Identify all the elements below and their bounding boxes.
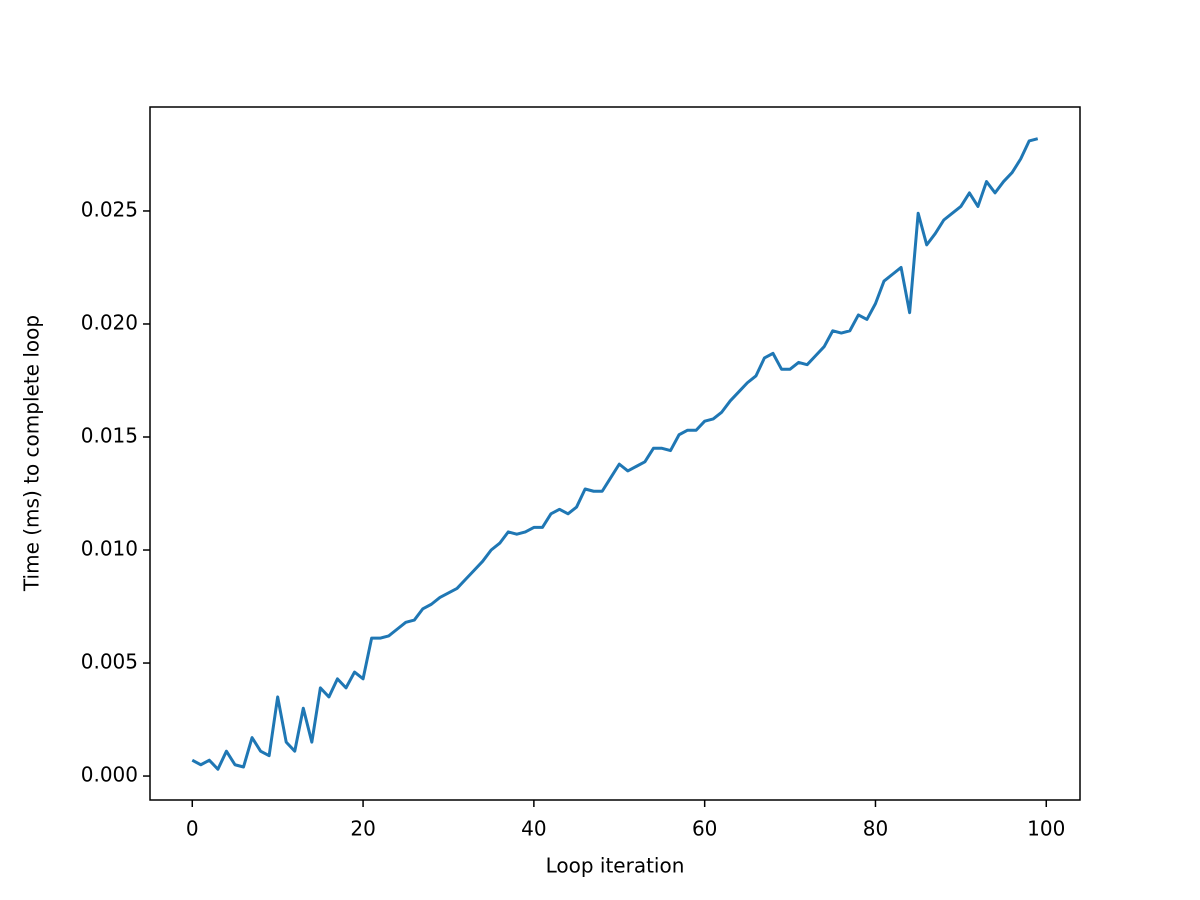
x-tick-label: 60 (692, 817, 717, 841)
y-tick-label: 0.010 (81, 537, 138, 561)
y-axis-label: Time (ms) to complete loop (20, 315, 44, 592)
x-tick-label: 80 (863, 817, 888, 841)
x-tick-label: 40 (521, 817, 546, 841)
y-tick-label: 0.000 (81, 763, 138, 787)
x-tick-label: 100 (1027, 817, 1065, 841)
x-tick-label: 0 (186, 817, 199, 841)
y-tick-label: 0.020 (81, 310, 138, 334)
data-line (191, 137, 1039, 771)
plot-frame (149, 106, 1081, 801)
x-axis-label: Loop iteration (546, 854, 685, 878)
x-tick-label: 20 (350, 817, 375, 841)
y-tick-label: 0.005 (81, 650, 138, 674)
y-tick-label: 0.025 (81, 197, 138, 221)
y-tick-label: 0.015 (81, 424, 138, 448)
